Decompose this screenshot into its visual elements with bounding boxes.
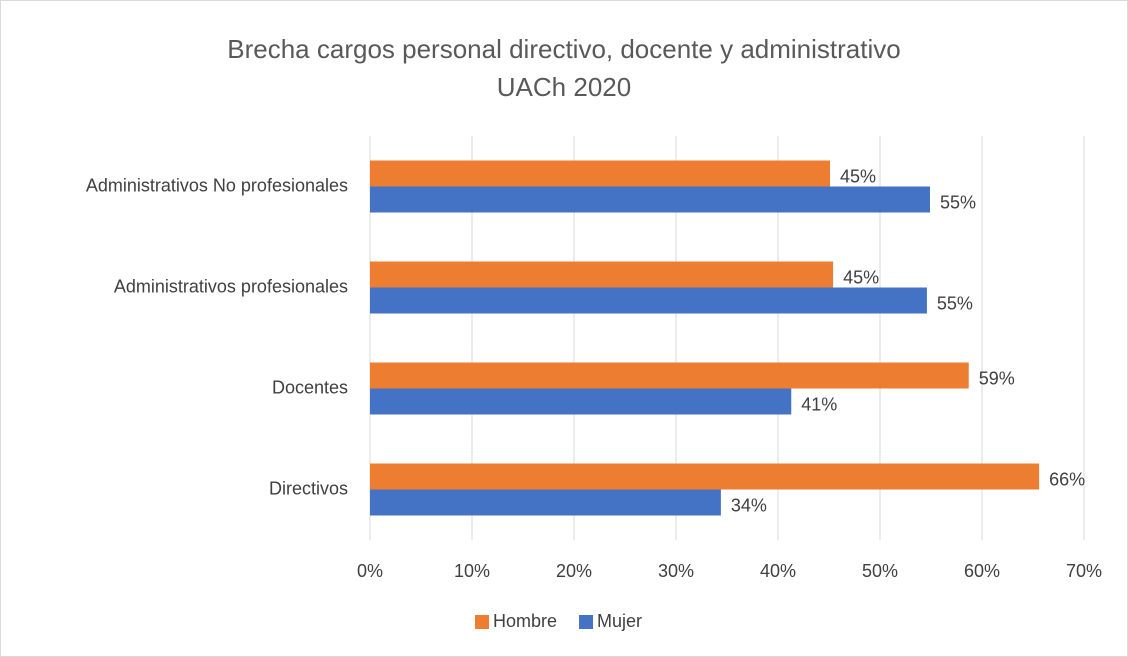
bar [370, 489, 721, 516]
legend-swatch [475, 615, 489, 629]
x-tick-label: 70% [1066, 561, 1102, 581]
chart-title: Brecha cargos personal directivo, docent… [227, 34, 901, 102]
y-tick-label: Directivos [269, 478, 348, 498]
legend-label: Mujer [597, 611, 642, 631]
y-tick-label: Administrativos profesionales [114, 276, 348, 296]
bar [370, 362, 969, 389]
bar [370, 261, 834, 288]
data-label: 34% [731, 495, 767, 515]
data-label: 55% [937, 293, 973, 313]
x-tick-label: 20% [556, 561, 592, 581]
y-tick-label: Docentes [272, 377, 348, 397]
x-tick-label: 50% [862, 561, 898, 581]
x-tick-label: 60% [964, 561, 1000, 581]
x-tick-label: 40% [760, 561, 796, 581]
data-label: 45% [843, 267, 879, 287]
data-label: 59% [979, 368, 1015, 388]
bar [370, 186, 930, 213]
data-label: 66% [1049, 469, 1085, 489]
data-label: 41% [801, 394, 837, 414]
legend-label: Hombre [493, 611, 557, 631]
bar [370, 463, 1040, 490]
legend-swatch [579, 615, 594, 629]
x-tick-label: 10% [454, 561, 490, 581]
bar [370, 160, 831, 187]
data-label: 45% [840, 166, 876, 186]
bar [370, 287, 927, 314]
data-label: 55% [940, 192, 976, 212]
x-tick-label: 30% [658, 561, 694, 581]
bar [370, 388, 792, 415]
y-tick-label: Administrativos No profesionales [86, 175, 348, 195]
x-tick-label: 0% [357, 561, 383, 581]
